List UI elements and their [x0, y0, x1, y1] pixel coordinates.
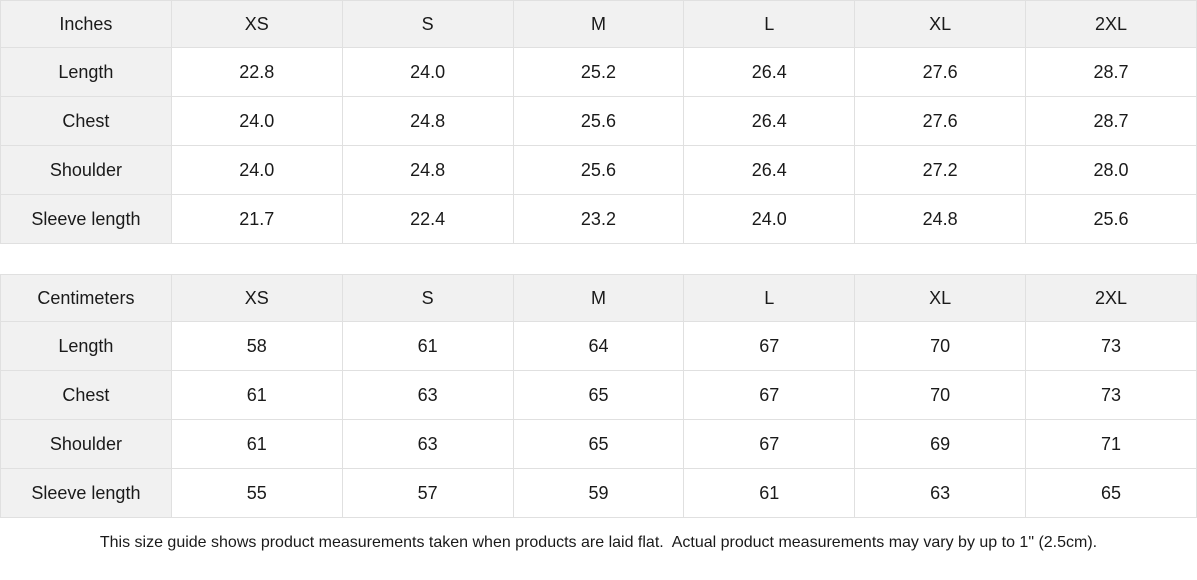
- measurement-row-chest: Chest 24.0 24.8 25.6 26.4 27.6 28.7: [0, 96, 1197, 146]
- measurement-label-cell: Length: [0, 321, 172, 371]
- measurement-label-cell: Sleeve length: [0, 468, 172, 518]
- measurement-value-cell: 73: [1025, 370, 1197, 420]
- measurement-row-length: Length 58 61 64 67 70 73: [0, 321, 1197, 371]
- size-header-m: M: [512, 0, 685, 48]
- measurement-value-cell: 61: [341, 321, 514, 371]
- measurement-value-cell: 63: [341, 370, 514, 420]
- measurement-value-cell: 26.4: [683, 47, 856, 97]
- measurement-value-cell: 27.6: [854, 96, 1027, 146]
- measurement-value-cell: 57: [341, 468, 514, 518]
- measurement-value-cell: 22.8: [170, 47, 343, 97]
- measurement-value-cell: 65: [512, 419, 685, 469]
- measurement-value-cell: 24.0: [341, 47, 514, 97]
- measurement-value-cell: 67: [683, 419, 856, 469]
- size-header-s: S: [341, 0, 514, 48]
- measurement-value-cell: 69: [854, 419, 1027, 469]
- measurement-value-cell: 63: [854, 468, 1027, 518]
- measurement-value-cell: 61: [170, 370, 343, 420]
- size-header-l: L: [683, 0, 856, 48]
- measurement-value-cell: 24.0: [170, 96, 343, 146]
- measurement-value-cell: 61: [683, 468, 856, 518]
- measurement-value-cell: 65: [1025, 468, 1197, 518]
- size-header-xl: XL: [854, 274, 1027, 322]
- size-guide: Inches XS S M L XL 2XL Length 22.8 24.0 …: [0, 0, 1197, 568]
- measurement-label-cell: Sleeve length: [0, 194, 172, 244]
- measurement-value-cell: 70: [854, 370, 1027, 420]
- measurement-value-cell: 24.8: [854, 194, 1027, 244]
- size-header-2xl: 2XL: [1025, 274, 1197, 322]
- unit-header-cell: Inches: [0, 0, 172, 48]
- measurement-value-cell: 24.0: [683, 194, 856, 244]
- measurement-value-cell: 28.0: [1025, 145, 1197, 195]
- measurement-value-cell: 61: [170, 419, 343, 469]
- measurement-row-shoulder: Shoulder 61 63 65 67 69 71: [0, 419, 1197, 469]
- measurement-value-cell: 58: [170, 321, 343, 371]
- unit-header-cell: Centimeters: [0, 274, 172, 322]
- measurement-row-length: Length 22.8 24.0 25.2 26.4 27.6 28.7: [0, 47, 1197, 97]
- measurement-value-cell: 73: [1025, 321, 1197, 371]
- measurement-label-cell: Chest: [0, 96, 172, 146]
- size-guide-note: This size guide shows product measuremen…: [0, 518, 1197, 568]
- measurement-value-cell: 63: [341, 419, 514, 469]
- measurement-value-cell: 65: [512, 370, 685, 420]
- measurement-value-cell: 67: [683, 321, 856, 371]
- measurement-value-cell: 27.2: [854, 145, 1027, 195]
- measurement-label-cell: Shoulder: [0, 419, 172, 469]
- size-header-xs: XS: [170, 274, 343, 322]
- measurement-value-cell: 24.0: [170, 145, 343, 195]
- measurement-value-cell: 26.4: [683, 96, 856, 146]
- size-header-xs: XS: [170, 0, 343, 48]
- measurement-row-sleeve-length: Sleeve length 21.7 22.4 23.2 24.0 24.8 2…: [0, 194, 1197, 244]
- measurement-value-cell: 71: [1025, 419, 1197, 469]
- measurement-value-cell: 25.2: [512, 47, 685, 97]
- measurement-value-cell: 26.4: [683, 145, 856, 195]
- measurement-value-cell: 22.4: [341, 194, 514, 244]
- size-header-m: M: [512, 274, 685, 322]
- measurement-value-cell: 64: [512, 321, 685, 371]
- size-header-xl: XL: [854, 0, 1027, 48]
- size-header-s: S: [341, 274, 514, 322]
- measurement-value-cell: 24.8: [341, 96, 514, 146]
- measurement-row-chest: Chest 61 63 65 67 70 73: [0, 370, 1197, 420]
- measurement-value-cell: 23.2: [512, 194, 685, 244]
- measurement-value-cell: 70: [854, 321, 1027, 371]
- measurement-value-cell: 25.6: [512, 145, 685, 195]
- measurement-label-cell: Length: [0, 47, 172, 97]
- measurement-label-cell: Chest: [0, 370, 172, 420]
- measurement-value-cell: 55: [170, 468, 343, 518]
- measurement-value-cell: 25.6: [512, 96, 685, 146]
- table-gap-spacer: [0, 244, 1197, 274]
- measurement-value-cell: 21.7: [170, 194, 343, 244]
- measurement-value-cell: 28.7: [1025, 47, 1197, 97]
- size-table-centimeters: Centimeters XS S M L XL 2XL Length 58 61…: [0, 274, 1197, 518]
- measurement-value-cell: 28.7: [1025, 96, 1197, 146]
- measurement-label-cell: Shoulder: [0, 145, 172, 195]
- size-table-inches: Inches XS S M L XL 2XL Length 22.8 24.0 …: [0, 0, 1197, 244]
- measurement-value-cell: 59: [512, 468, 685, 518]
- measurement-row-sleeve-length: Sleeve length 55 57 59 61 63 65: [0, 468, 1197, 518]
- size-header-l: L: [683, 274, 856, 322]
- measurement-value-cell: 24.8: [341, 145, 514, 195]
- size-header-2xl: 2XL: [1025, 0, 1197, 48]
- measurement-value-cell: 27.6: [854, 47, 1027, 97]
- measurement-row-shoulder: Shoulder 24.0 24.8 25.6 26.4 27.2 28.0: [0, 145, 1197, 195]
- measurement-value-cell: 25.6: [1025, 194, 1197, 244]
- size-table-centimeters-header-row: Centimeters XS S M L XL 2XL: [0, 274, 1197, 322]
- measurement-value-cell: 67: [683, 370, 856, 420]
- size-table-inches-header-row: Inches XS S M L XL 2XL: [0, 0, 1197, 48]
